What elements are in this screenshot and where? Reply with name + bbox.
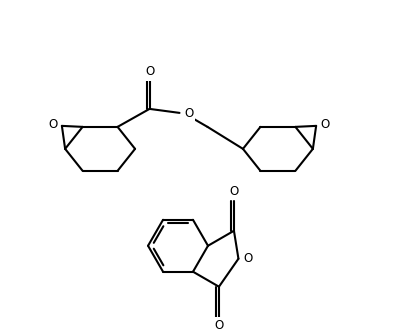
Text: O: O [229,185,238,198]
Text: O: O [48,118,57,131]
Text: O: O [145,65,154,78]
Text: O: O [214,319,224,332]
Text: O: O [320,118,330,131]
Text: O: O [184,108,193,120]
Text: O: O [244,252,253,265]
